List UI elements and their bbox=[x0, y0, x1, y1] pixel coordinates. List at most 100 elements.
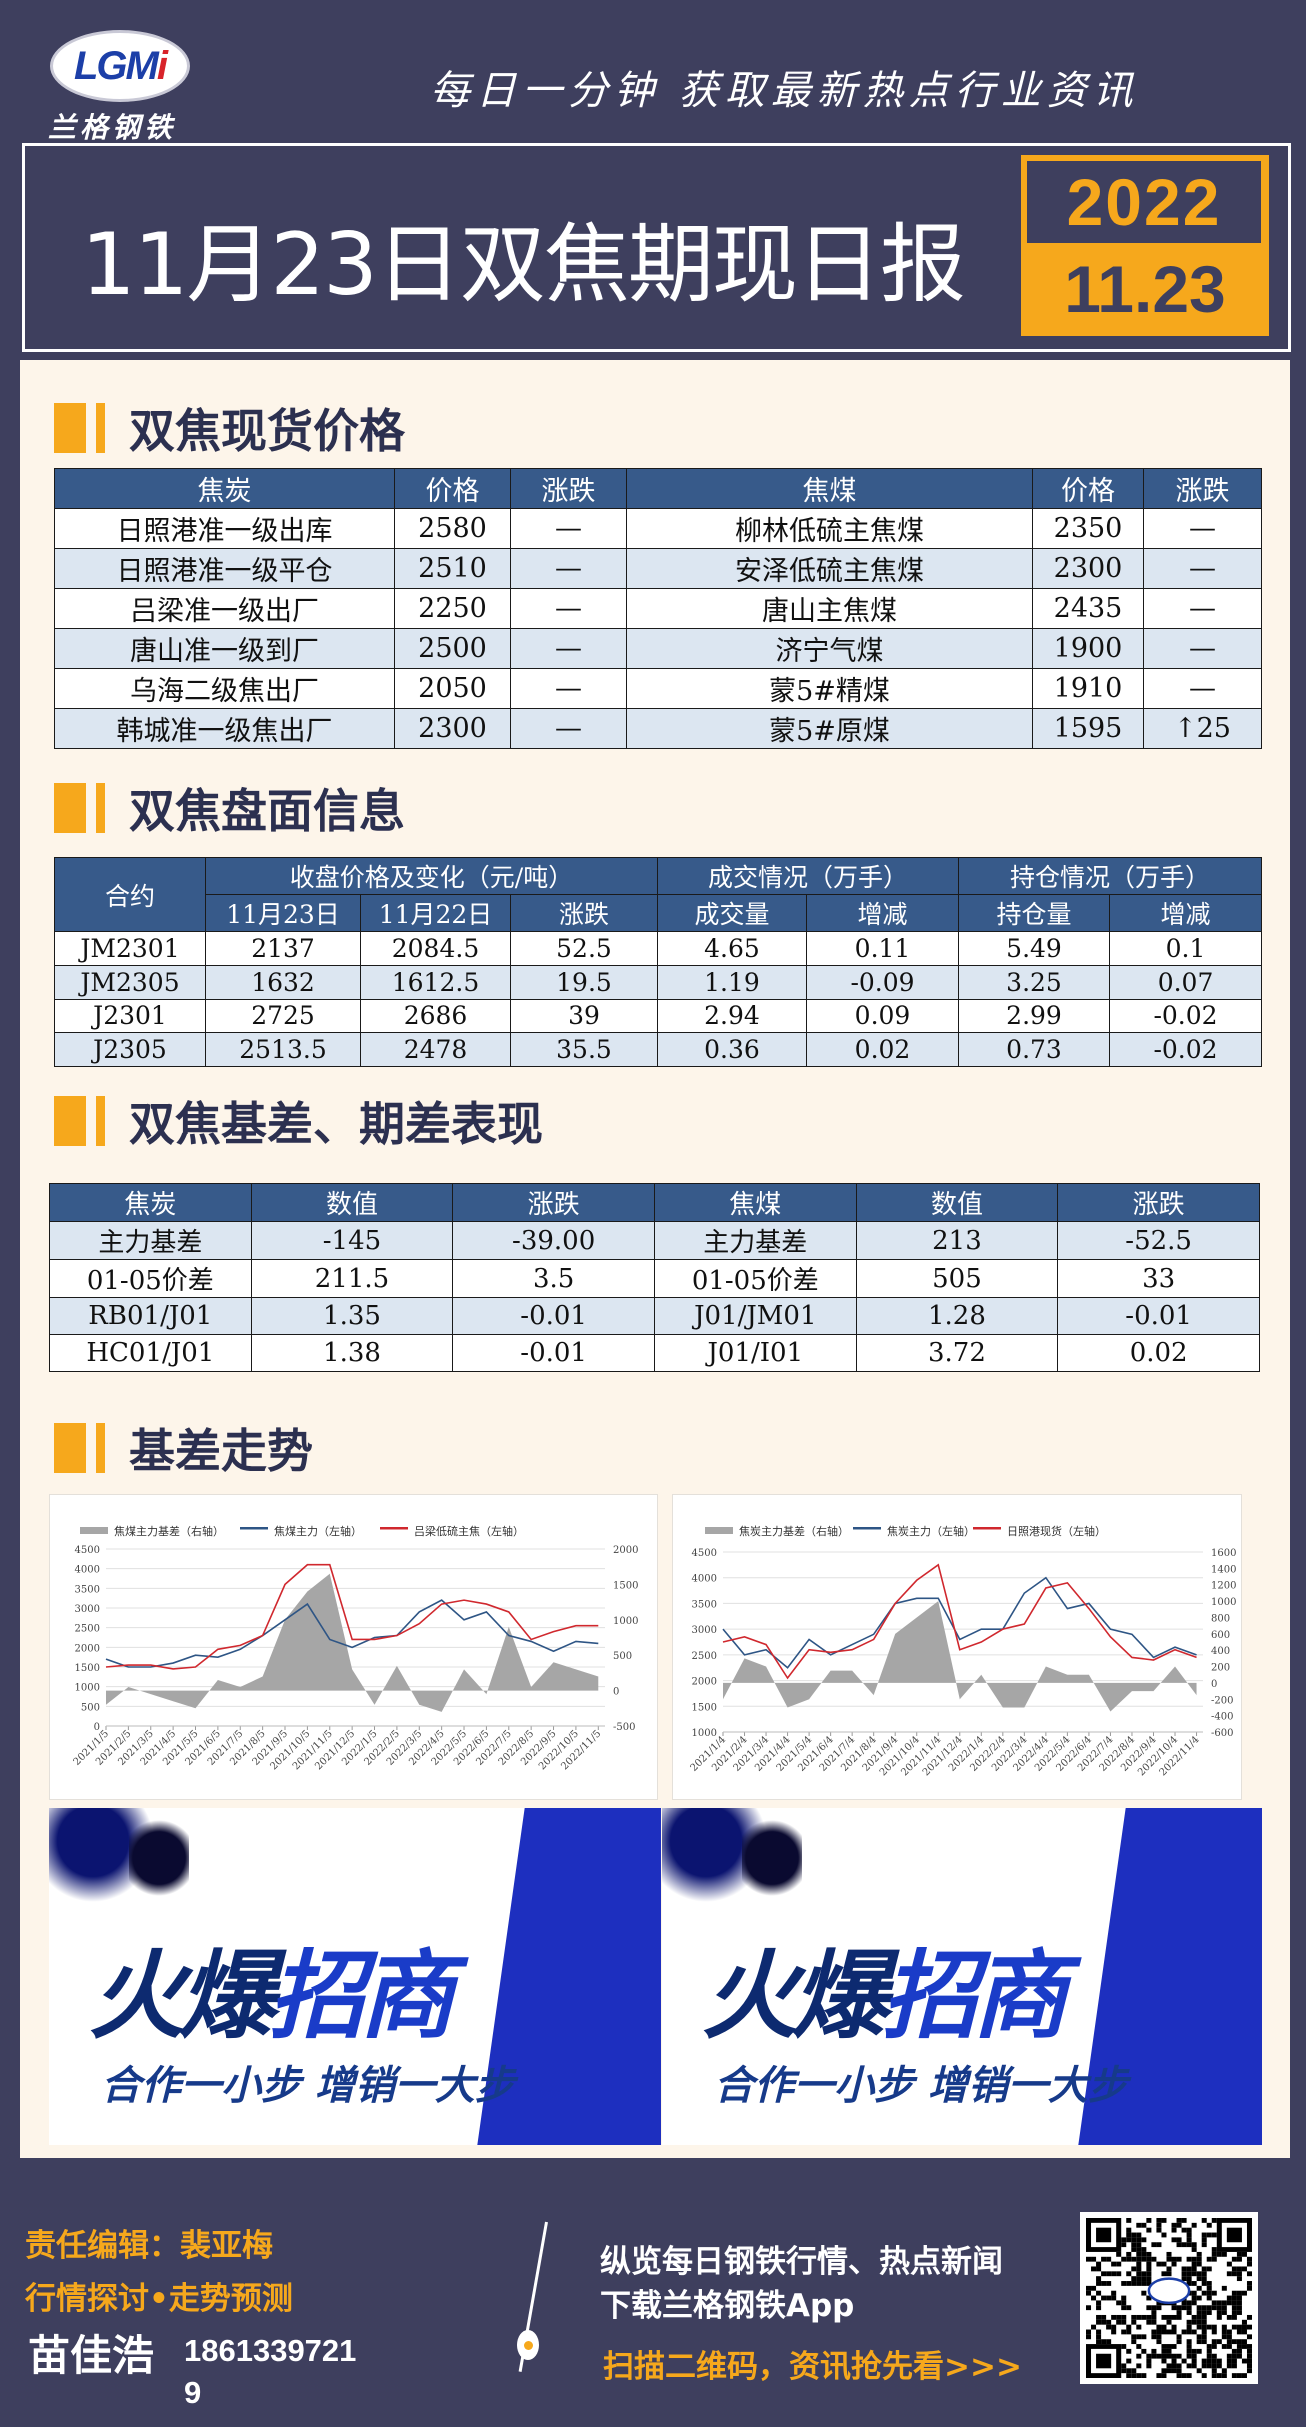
column-header: 数值 bbox=[250, 1183, 454, 1222]
legend-swatch bbox=[973, 1527, 1001, 1530]
y-right-tick-label: 1500 bbox=[613, 1580, 638, 1591]
table-row: 韩城准一级焦出厂 2300— 蒙5#原煤 1595 ↑25 bbox=[54, 708, 1262, 749]
table-cell: 0.09 bbox=[805, 998, 960, 1034]
banner-ink-decoration bbox=[129, 1808, 189, 1908]
y-right-tick-label: 1000 bbox=[613, 1616, 638, 1627]
y-left-tick-label: 0 bbox=[94, 1722, 100, 1733]
accent-bar-icon bbox=[96, 1423, 105, 1473]
footer-analyst: 苗佳浩 bbox=[28, 2331, 155, 2380]
y-left-tick-label: 2000 bbox=[75, 1643, 100, 1654]
table-row: 乌海二级焦出厂 2050— 蒙5#精煤 1910— bbox=[54, 668, 1262, 709]
legend-swatch bbox=[853, 1527, 881, 1530]
y-right-tick-label: 500 bbox=[613, 1651, 632, 1662]
y-left-tick-label: 3500 bbox=[75, 1584, 100, 1595]
y-right-tick-label: 1400 bbox=[1211, 1564, 1236, 1575]
y-left-tick-label: 4000 bbox=[75, 1565, 100, 1576]
table-cell: J01/I01 bbox=[653, 1334, 857, 1373]
table-cell: 2137 bbox=[205, 931, 361, 966]
header-contract: 合约 bbox=[54, 857, 206, 932]
y-right-tick-label: 1600 bbox=[1211, 1548, 1236, 1559]
table-cell: 4.65 bbox=[657, 931, 807, 966]
chart-svg: 10001500200025003000350040004500-600-400… bbox=[689, 1524, 1237, 1778]
table-cell: -0.01 bbox=[452, 1334, 655, 1373]
table-cell: 2725 bbox=[205, 998, 361, 1034]
table-cell: 5.49 bbox=[958, 931, 1111, 966]
column-header: 增减 bbox=[805, 894, 960, 932]
table-cell: 0.07 bbox=[1109, 964, 1263, 1000]
table-cell: 1.35 bbox=[250, 1296, 454, 1336]
table-cell: 2084.5 bbox=[360, 931, 511, 966]
section-title: 基差走势 bbox=[129, 1424, 313, 1478]
accent-bar-icon bbox=[54, 403, 86, 453]
table-cell: 52.5 bbox=[510, 931, 658, 966]
footer-editor: 责任编辑：裴亚梅 bbox=[25, 2228, 273, 2264]
legend-swatch bbox=[80, 1527, 108, 1534]
table-cell: 1.38 bbox=[250, 1334, 454, 1373]
y-right-tick-label: 0 bbox=[613, 1687, 619, 1698]
column-header: 涨跌 bbox=[452, 1183, 655, 1222]
table-cell: 日照港准一级出库 bbox=[54, 508, 395, 549]
banner-headline: 火爆招商 bbox=[89, 1940, 455, 2052]
qr-finder-icon bbox=[1096, 2227, 1112, 2243]
table-cell: 济宁气煤 bbox=[626, 628, 1033, 669]
table-cell: RB01/J01 bbox=[49, 1296, 252, 1336]
table-cell: 2250 bbox=[394, 588, 511, 629]
column-header: 涨跌 bbox=[510, 894, 658, 932]
table-cell: 0.11 bbox=[805, 931, 960, 966]
table-cell: 2500 bbox=[394, 628, 511, 669]
table-cell: 安泽低硫主焦煤 bbox=[626, 548, 1033, 589]
table-cell: 日照港准一级平仓 bbox=[54, 548, 395, 589]
table-row: 吕梁准一级出厂 2250— 唐山主焦煤 2435— bbox=[54, 588, 1262, 629]
table-cell: 213 bbox=[855, 1221, 1059, 1260]
table-row: HC01/J01 1.38 -0.01 J01/I01 3.72 0.02 bbox=[49, 1334, 1260, 1373]
table-cell: 211.5 bbox=[250, 1259, 454, 1298]
table-cell: — bbox=[510, 508, 627, 549]
ad-banner[interactable]: 火爆招商 合作一小步 增销一大步 bbox=[662, 1808, 1262, 2145]
y-right-tick-label: 200 bbox=[1211, 1663, 1230, 1674]
table-cell: 2478 bbox=[360, 1032, 511, 1068]
coking-coal-basis-chart: 0 500 1000 1500 2000 2500 3000 3500 4000 4500 -500… bbox=[49, 1494, 658, 1800]
table-cell: -0.02 bbox=[1109, 998, 1263, 1034]
table-cell: 0.1 bbox=[1109, 931, 1263, 966]
table-cell: JM2305 bbox=[54, 964, 206, 1000]
table-cell: 1910 bbox=[1032, 668, 1144, 709]
header-close: 收盘价格及变化（元/吨） bbox=[205, 857, 658, 895]
y-left-tick-label: 1000 bbox=[692, 1728, 717, 1739]
table-cell: 2.99 bbox=[958, 998, 1111, 1034]
y-left-tick-label: 1500 bbox=[75, 1663, 100, 1674]
banner-ink-decoration bbox=[742, 1808, 802, 1908]
table-cell: 3.25 bbox=[958, 964, 1111, 1000]
futures-table: 合约 收盘价格及变化（元/吨） 成交情况（万手） 持仓情况（万手） 11月23日… bbox=[54, 857, 1263, 1068]
y-right-tick-label: 400 bbox=[1211, 1646, 1230, 1657]
table-cell: 2.94 bbox=[657, 998, 807, 1034]
table-cell: — bbox=[510, 548, 627, 589]
y-left-tick-label: 500 bbox=[81, 1702, 100, 1713]
column-header: 焦煤 bbox=[653, 1183, 857, 1222]
section-title: 双焦盘面信息 bbox=[129, 784, 405, 838]
table-cell: 2686 bbox=[360, 998, 511, 1034]
accent-bar-icon bbox=[96, 403, 105, 453]
table-cell: -0.09 bbox=[805, 964, 960, 1000]
legend-label: 焦炭主力（左轴） bbox=[887, 1524, 975, 1538]
section-header-futures: 双焦盘面信息 bbox=[54, 775, 405, 841]
section-header-trend: 基差走势 bbox=[54, 1415, 313, 1481]
ad-banner[interactable]: 火爆招商 合作一小步 增销一大步 bbox=[49, 1808, 661, 2145]
line-series-2 bbox=[105, 1563, 599, 1670]
table-row: J2305 2513.5 2478 35.5 0.36 0.02 0.73 -0.02 bbox=[54, 1032, 1263, 1068]
table-cell: -52.5 bbox=[1057, 1221, 1260, 1260]
table-cell: J2301 bbox=[54, 998, 206, 1034]
content-panel: 双焦现货价格 焦炭 价格 涨跌 焦煤 价格 涨跌 日照港准一级出库 2580— 柳林低硫主焦煤 2… bbox=[20, 360, 1290, 2158]
qr-finder-icon bbox=[1086, 2344, 1122, 2378]
qr-logo-icon bbox=[1147, 2277, 1191, 2305]
y-right-tick-label: 1000 bbox=[1211, 1597, 1236, 1608]
legend-label: 焦煤主力（左轴） bbox=[274, 1524, 362, 1538]
qr-code[interactable] bbox=[1080, 2212, 1258, 2384]
table-cell: 2300 bbox=[1032, 548, 1144, 589]
table-cell: -0.01 bbox=[452, 1296, 655, 1336]
y-left-tick-label: 4500 bbox=[692, 1548, 717, 1559]
table-cell: 0.36 bbox=[657, 1032, 807, 1068]
section-header-spot: 双焦现货价格 bbox=[54, 395, 405, 461]
y-left-tick-label: 1000 bbox=[75, 1683, 100, 1694]
logo-emblem: LGM i bbox=[50, 30, 190, 102]
y-right-tick-label: 0 bbox=[1211, 1679, 1217, 1690]
